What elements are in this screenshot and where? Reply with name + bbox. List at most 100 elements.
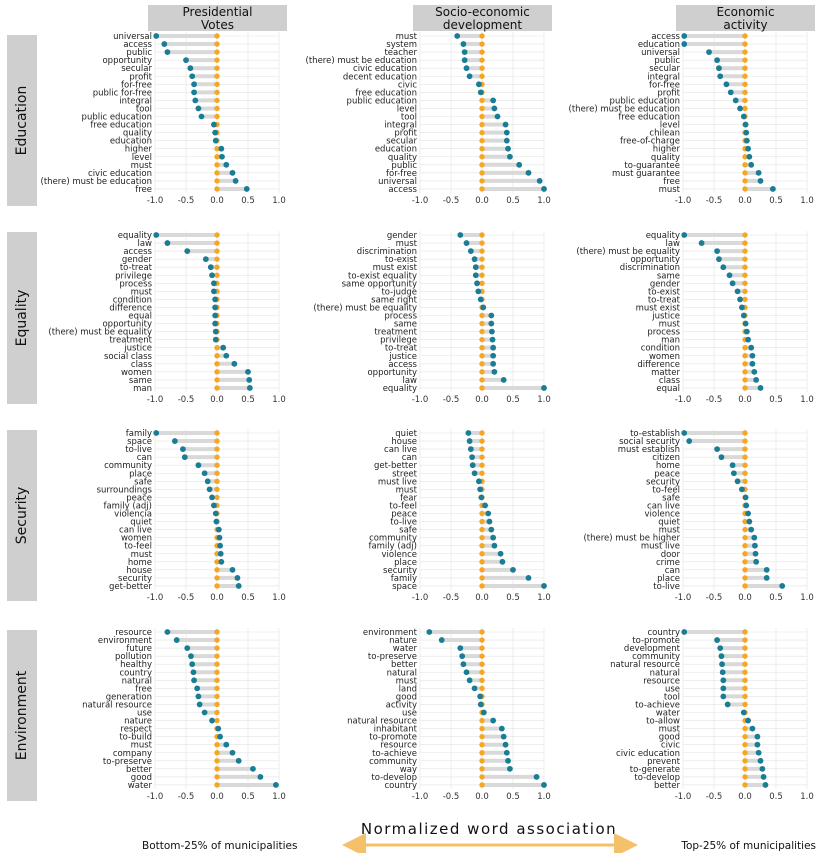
bottom-point — [742, 446, 748, 452]
bottom-point — [214, 73, 220, 79]
top-point — [755, 169, 762, 176]
top-point — [763, 566, 770, 573]
bottom-point — [214, 353, 220, 359]
top-point — [426, 629, 433, 635]
top-point — [195, 105, 202, 112]
bottom-point — [742, 551, 748, 557]
top-point — [153, 33, 160, 39]
x-tick-label: 0.5 — [506, 792, 520, 802]
top-point — [217, 733, 224, 740]
word-label: space — [392, 582, 417, 592]
word-label: good — [396, 692, 417, 702]
bottom-point — [742, 567, 748, 573]
word-label: good — [659, 733, 680, 743]
x-tick-label: -1.0 — [147, 593, 164, 603]
row-strip — [7, 35, 37, 206]
top-point — [273, 782, 279, 788]
bottom-point — [214, 494, 220, 501]
word-label: natural — [122, 676, 152, 686]
word-label: can live — [647, 501, 680, 511]
top-point — [502, 121, 509, 128]
word-label: to-exist equality — [348, 271, 417, 281]
bottom-point — [214, 583, 220, 589]
top-point — [753, 558, 760, 565]
top-point — [477, 486, 484, 493]
word-label: women — [649, 352, 680, 362]
top-point — [749, 360, 756, 367]
top-point — [525, 575, 532, 581]
word-label: water — [656, 709, 681, 719]
word-label: process — [384, 312, 417, 322]
top-point — [491, 368, 498, 375]
word-label: to-guarantee — [624, 161, 680, 171]
bottom-point — [214, 97, 220, 104]
word-label: must live — [378, 477, 417, 487]
top-point — [257, 774, 264, 780]
top-point — [471, 470, 478, 477]
bottom-point — [214, 693, 220, 700]
bottom-point — [214, 186, 220, 192]
word-label: can — [137, 453, 152, 463]
word-label: equal — [128, 312, 152, 322]
x-tick-label: 0.0 — [210, 792, 224, 802]
bottom-point — [479, 162, 485, 168]
bottom-point — [214, 486, 220, 493]
column-strip — [413, 5, 552, 31]
bottom-point — [214, 264, 220, 270]
word-label: to-preserve — [368, 652, 417, 662]
row-title: Security — [14, 487, 30, 545]
bottom-point — [742, 645, 748, 651]
x-tick-label: 0.0 — [738, 395, 752, 405]
top-point — [209, 717, 215, 724]
word-label: place — [129, 469, 152, 479]
word-label: resource — [380, 741, 417, 751]
top-point — [714, 248, 720, 255]
bottom-point — [742, 733, 748, 740]
bottom-point — [742, 774, 748, 780]
word-label: process — [119, 279, 152, 289]
x-tick-label: -1.0 — [675, 196, 692, 206]
x-tick-label: -0.5 — [178, 395, 195, 405]
top-point — [505, 145, 511, 152]
bottom-point — [742, 65, 748, 71]
bottom-point — [479, 121, 485, 128]
word-label: country — [119, 668, 152, 678]
bottom-point — [742, 154, 748, 160]
top-point — [716, 256, 722, 263]
row-title: Equality — [14, 290, 30, 347]
top-point — [250, 765, 256, 772]
word-label: civic education — [616, 749, 680, 759]
word-label: profit — [394, 129, 417, 139]
top-point — [457, 645, 464, 651]
panel: accesseducationuniversalpublicsecularint… — [569, 32, 814, 206]
top-point — [209, 494, 215, 501]
top-point — [491, 105, 498, 112]
word-label: system — [386, 40, 417, 50]
top-point — [541, 782, 547, 788]
word-label: security — [383, 566, 417, 576]
word-label: integral — [384, 121, 417, 131]
word-label: quality — [123, 129, 152, 139]
bottom-point — [742, 280, 748, 286]
word-label: equality — [646, 231, 680, 241]
x-tick-label: 0.5 — [241, 593, 255, 603]
bottom-point — [214, 89, 220, 96]
x-tick-label: -1.0 — [675, 593, 692, 603]
top-point — [507, 765, 513, 772]
bottom-point — [742, 162, 748, 168]
word-label: equality — [118, 231, 152, 241]
top-point — [220, 344, 227, 351]
word-label: civic education — [88, 169, 152, 179]
x-tick-label: 1.0 — [272, 593, 286, 603]
word-label: to-live — [653, 582, 680, 592]
word-label: secular — [649, 64, 680, 74]
word-label: nature — [124, 717, 152, 727]
word-label: quality — [388, 153, 417, 163]
bottom-point — [214, 272, 220, 278]
top-point — [541, 583, 547, 589]
bottom-point — [214, 369, 220, 375]
top-point — [727, 89, 734, 96]
bottom-point — [214, 361, 220, 367]
word-label: surroundings — [97, 485, 153, 495]
